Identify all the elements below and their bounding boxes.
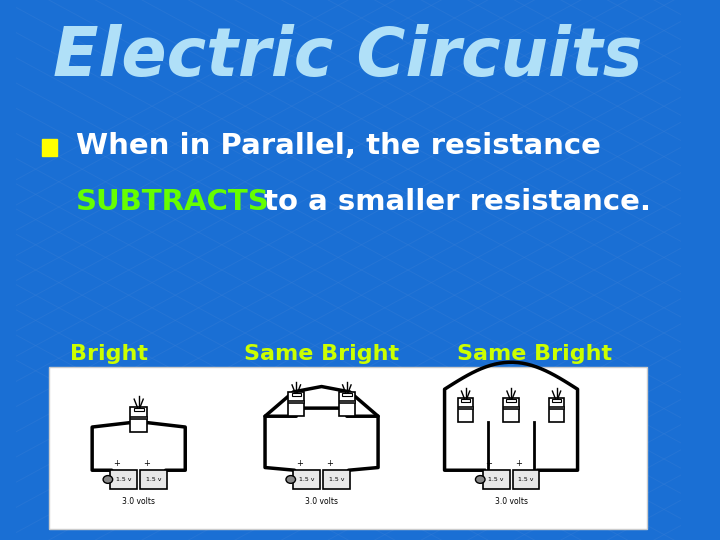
Text: 1.5 v: 1.5 v [518,477,534,482]
Text: 1.5 v: 1.5 v [146,477,161,482]
Bar [110,470,138,489]
Bar [140,470,167,489]
Bar [513,470,539,489]
Bar [503,399,519,422]
Bar [506,399,516,402]
Circle shape [286,476,295,483]
Text: 1.5 v: 1.5 v [329,477,344,482]
Bar [552,399,561,402]
Bar [482,470,510,489]
Text: Bright: Bright [70,343,148,364]
Bar [288,393,305,416]
Bar [549,406,564,409]
FancyBboxPatch shape [49,367,647,529]
Text: 3.0 volts: 3.0 volts [305,497,338,506]
Text: SUBTRACTS: SUBTRACTS [76,188,269,217]
Bar [458,406,473,409]
Text: +: + [516,459,522,468]
Bar [458,399,473,422]
Circle shape [475,476,485,483]
Circle shape [103,476,112,483]
Text: Same Bright: Same Bright [244,343,399,364]
Bar [130,415,147,418]
Bar [42,139,57,156]
Bar [293,470,320,489]
Text: 3.0 volts: 3.0 volts [122,497,156,506]
Bar [549,399,564,422]
Text: Electric Circuits: Electric Circuits [53,24,643,90]
Text: +: + [143,459,150,468]
Bar [323,470,350,489]
Text: 1.5 v: 1.5 v [116,477,132,482]
Text: When in Parallel, the resistance: When in Parallel, the resistance [76,132,600,160]
Bar [461,399,470,402]
Text: 1.5 v: 1.5 v [299,477,315,482]
Text: to a smaller resistance.: to a smaller resistance. [254,188,652,217]
Bar [339,400,355,403]
Text: Same Bright: Same Bright [456,343,612,364]
Text: +: + [113,459,120,468]
Text: +: + [296,459,302,468]
Bar [292,393,301,396]
Text: 3.0 volts: 3.0 volts [495,497,528,506]
Text: +: + [485,459,492,468]
Bar [503,406,519,409]
Text: 1.5 v: 1.5 v [488,477,504,482]
Bar [130,407,147,433]
Bar [288,400,305,403]
Bar [339,393,355,416]
Text: +: + [325,459,333,468]
Bar [342,393,351,396]
Bar [134,408,144,411]
Text: SUBTRACTS: SUBTRACTS [76,188,269,217]
